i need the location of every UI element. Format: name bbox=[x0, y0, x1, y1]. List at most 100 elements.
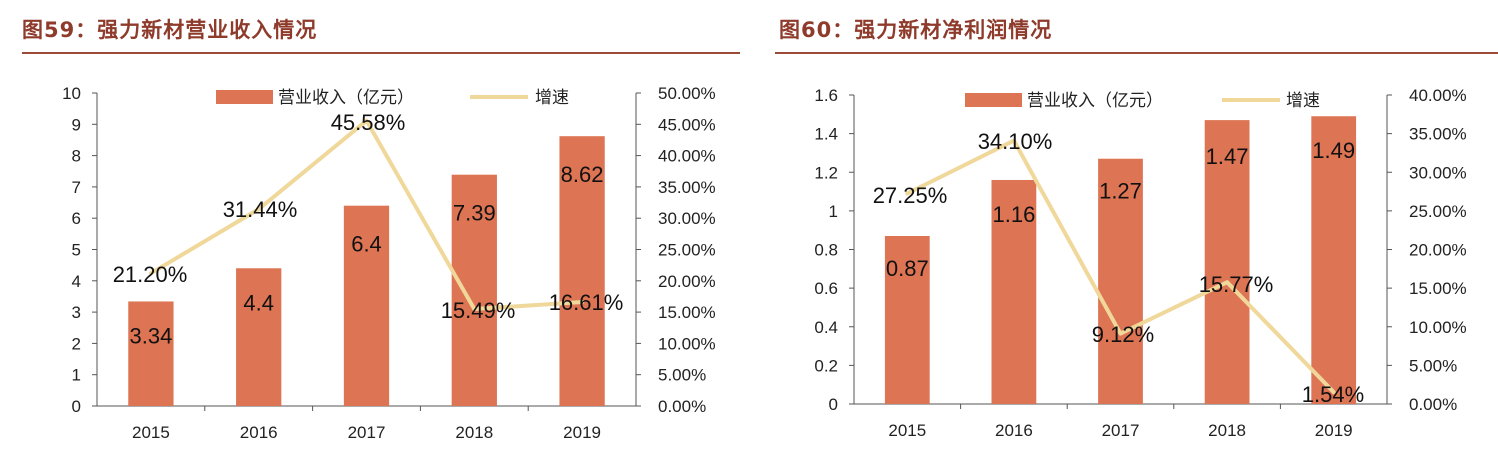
legend: 营业收入（亿元） 增速 bbox=[965, 91, 1320, 110]
left-tick-label: 3 bbox=[72, 303, 81, 322]
bar-value-label: 0.87 bbox=[886, 256, 929, 281]
net-profit-chart-panel: 图60：强力新材净利润情况 0 0.2 0.4 0.6 0.8 1 1.2 1.4 1.6 0.0… bbox=[775, 0, 1498, 464]
right-tick-label: 25.00% bbox=[1409, 202, 1467, 221]
axes: 0 0.2 0.4 0.6 0.8 1 1.2 1.4 1.6 0.00% 5.00% 10.00% 1… bbox=[814, 86, 1466, 440]
right-tick-label: 20.00% bbox=[658, 272, 716, 291]
right-tick-label: 35.00% bbox=[1409, 125, 1467, 144]
left-tick-label: 1 bbox=[72, 366, 81, 385]
chart-title: 图59：强力新材营业收入情况 bbox=[22, 18, 318, 42]
line-value-label: 21.20% bbox=[113, 262, 188, 287]
right-tick-label: 15.00% bbox=[658, 303, 716, 322]
line-value-label: 27.25% bbox=[873, 183, 948, 208]
line-value-label: 45.58% bbox=[331, 110, 406, 135]
bar-value-label: 3.34 bbox=[129, 323, 172, 348]
line-value-label: 34.10% bbox=[978, 129, 1053, 154]
legend-bar-label: 营业收入（亿元） bbox=[1027, 91, 1163, 110]
left-tick-label: 8 bbox=[72, 147, 81, 166]
left-tick-label: 5 bbox=[72, 241, 81, 260]
left-tick-label: 1 bbox=[829, 202, 838, 221]
x-tick-label: 2019 bbox=[1315, 421, 1353, 440]
legend-line-label: 增速 bbox=[1286, 91, 1320, 110]
x-tick-label: 2016 bbox=[995, 421, 1033, 440]
right-tick-label: 25.00% bbox=[658, 241, 716, 260]
net-profit-chart: 0 0.2 0.4 0.6 0.8 1 1.2 1.4 1.6 0.00% 5.00% 10.00% 1… bbox=[814, 86, 1466, 440]
bar bbox=[884, 235, 930, 404]
left-tick-label: 0.8 bbox=[814, 241, 838, 260]
revenue-chart-panel: 图59：强力新材营业收入情况 0 1 2 3 4 5 6 7 8 9 10 0.00% 5.00% 10.… bbox=[0, 0, 745, 464]
left-tick-label: 4 bbox=[72, 272, 81, 291]
bar-value-label: 7.39 bbox=[453, 201, 496, 226]
bar bbox=[1311, 116, 1357, 405]
x-tick-label: 2017 bbox=[348, 423, 386, 442]
bar bbox=[451, 174, 497, 406]
legend-line-label: 增速 bbox=[535, 88, 569, 107]
right-tick-label: 0.00% bbox=[658, 397, 706, 416]
bar-value-label: 4.4 bbox=[243, 290, 274, 315]
x-tick-label: 2019 bbox=[563, 423, 601, 442]
axes: 0 1 2 3 4 5 6 7 8 9 10 0.00% 5.00% 10.00% 15.00% 20.00%… bbox=[62, 84, 716, 442]
x-tick-label: 2017 bbox=[1102, 421, 1140, 440]
line-value-label: 15.49% bbox=[441, 298, 516, 323]
bar bbox=[128, 301, 174, 406]
left-tick-label: 7 bbox=[72, 178, 81, 197]
bar bbox=[1098, 158, 1143, 404]
left-tick-label: 0.2 bbox=[814, 356, 838, 375]
line-value-label: 31.44% bbox=[223, 197, 298, 222]
chart-title: 图60：强力新材净利润情况 bbox=[779, 18, 1053, 42]
right-tick-label: 5.00% bbox=[1409, 356, 1457, 375]
growth-line bbox=[148, 118, 585, 312]
legend-bar-swatch bbox=[965, 93, 1022, 107]
right-tick-label: 40.00% bbox=[658, 147, 716, 166]
left-tick-label: 0.6 bbox=[814, 279, 838, 298]
growth-line bbox=[905, 138, 1336, 395]
right-tick-label: 35.00% bbox=[658, 178, 716, 197]
left-tick-label: 6 bbox=[72, 209, 81, 228]
line-value-label: 9.12% bbox=[1092, 322, 1154, 347]
bar bbox=[236, 268, 282, 406]
left-tick-label: 1.4 bbox=[814, 125, 838, 144]
bar bbox=[559, 136, 605, 406]
right-tick-label: 5.00% bbox=[658, 366, 706, 385]
left-tick-label: 0.4 bbox=[814, 318, 838, 337]
right-tick-label: 45.00% bbox=[658, 115, 716, 134]
bar-value-label: 1.49 bbox=[1312, 138, 1355, 163]
right-tick-label: 10.00% bbox=[658, 334, 716, 353]
left-tick-label: 1.6 bbox=[814, 86, 838, 105]
legend-bar-label: 营业收入（亿元） bbox=[278, 88, 414, 107]
right-tick-label: 30.00% bbox=[1409, 163, 1467, 182]
left-tick-label: 0 bbox=[829, 395, 838, 414]
bar-value-label: 8.62 bbox=[561, 162, 604, 187]
left-tick-label: 10 bbox=[62, 84, 81, 103]
right-tick-label: 30.00% bbox=[658, 209, 716, 228]
bar-value-label: 1.47 bbox=[1206, 144, 1249, 169]
legend-bar-swatch bbox=[216, 90, 273, 104]
right-tick-label: 0.00% bbox=[1409, 395, 1457, 414]
right-tick-label: 20.00% bbox=[1409, 241, 1467, 260]
x-tick-label: 2015 bbox=[888, 421, 926, 440]
right-tick-label: 15.00% bbox=[1409, 279, 1467, 298]
legend: 营业收入（亿元） 增速 bbox=[216, 88, 569, 107]
left-tick-label: 9 bbox=[72, 115, 81, 134]
x-tick-label: 2018 bbox=[1208, 421, 1246, 440]
bar-series bbox=[128, 136, 605, 406]
bar-value-label: 6.4 bbox=[351, 232, 382, 257]
bar bbox=[991, 179, 1037, 404]
line-value-label: 1.54% bbox=[1302, 382, 1364, 407]
left-tick-label: 1.2 bbox=[814, 163, 838, 182]
line-value-label: 15.77% bbox=[1199, 272, 1274, 297]
bar-value-label: 1.16 bbox=[992, 202, 1035, 227]
right-tick-label: 50.00% bbox=[658, 84, 716, 103]
bar bbox=[343, 205, 390, 406]
x-tick-label: 2016 bbox=[240, 423, 278, 442]
line-value-label: 16.61% bbox=[549, 290, 624, 315]
bar-series bbox=[884, 116, 1357, 405]
right-tick-label: 10.00% bbox=[1409, 318, 1467, 337]
title-divider bbox=[22, 52, 740, 54]
bar bbox=[1204, 120, 1250, 404]
x-tick-label: 2018 bbox=[455, 423, 493, 442]
revenue-chart: 0 1 2 3 4 5 6 7 8 9 10 0.00% 5.00% 10.00% 15.00% 20.00%… bbox=[62, 84, 716, 442]
left-tick-label: 2 bbox=[72, 334, 81, 353]
title-divider bbox=[775, 52, 1498, 54]
x-tick-label: 2015 bbox=[132, 423, 170, 442]
right-tick-label: 40.00% bbox=[1409, 86, 1467, 105]
